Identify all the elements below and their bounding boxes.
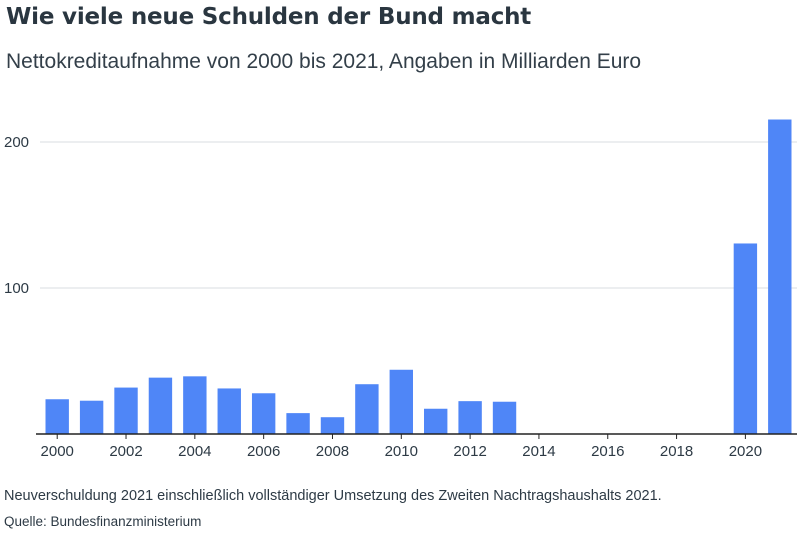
x-tick-label: 2008 bbox=[316, 443, 349, 460]
x-tick-label: 2014 bbox=[522, 443, 555, 460]
x-tick-label: 2004 bbox=[178, 443, 211, 460]
bar-2013 bbox=[492, 401, 517, 434]
bar-2010 bbox=[389, 369, 413, 434]
y-tick-labels: 100 200 bbox=[4, 134, 29, 297]
bars bbox=[45, 119, 792, 435]
bar-2021 bbox=[768, 119, 792, 435]
bar-2004 bbox=[183, 376, 207, 434]
x-tick-label: 2002 bbox=[109, 443, 142, 460]
bar-2011 bbox=[424, 408, 448, 434]
bar-2003 bbox=[148, 377, 173, 434]
x-tick-label: 2016 bbox=[591, 443, 624, 460]
bar-2007 bbox=[286, 413, 310, 434]
bar-2009 bbox=[355, 384, 379, 434]
chart-source: Quelle: Bundesfinanzministerium bbox=[4, 514, 202, 529]
x-tick-label: 2010 bbox=[385, 443, 418, 460]
y-tick-label: 100 bbox=[4, 280, 29, 297]
bar-2006 bbox=[251, 393, 276, 434]
bar-2012 bbox=[458, 401, 482, 434]
x-tick-label: 2000 bbox=[41, 443, 74, 460]
x-tick-label: 2018 bbox=[660, 443, 693, 460]
x-tick-label: 2020 bbox=[729, 443, 762, 460]
grid-lines bbox=[40, 141, 797, 289]
y-tick-label: 200 bbox=[4, 134, 29, 151]
chart-title: Wie viele neue Schulden der Bund macht bbox=[6, 4, 532, 30]
x-tick-label: 2006 bbox=[247, 443, 280, 460]
bar-2001 bbox=[79, 400, 104, 434]
bar-2020 bbox=[733, 243, 758, 434]
chart-subtitle: Nettokreditaufnahme von 2000 bis 2021, A… bbox=[6, 50, 642, 73]
chart-note: Neuverschuldung 2021 einschließlich voll… bbox=[4, 488, 662, 504]
bar-2008 bbox=[320, 417, 345, 434]
bar-2002 bbox=[114, 387, 138, 434]
x-axis bbox=[36, 433, 797, 439]
bar-2000 bbox=[45, 399, 69, 434]
bar-2005 bbox=[217, 388, 241, 434]
x-tick-label: 2012 bbox=[453, 443, 486, 460]
x-tick-labels: 2000 2002 2004 2006 2008 2010 2012 2014 2016 2018… bbox=[41, 443, 763, 460]
